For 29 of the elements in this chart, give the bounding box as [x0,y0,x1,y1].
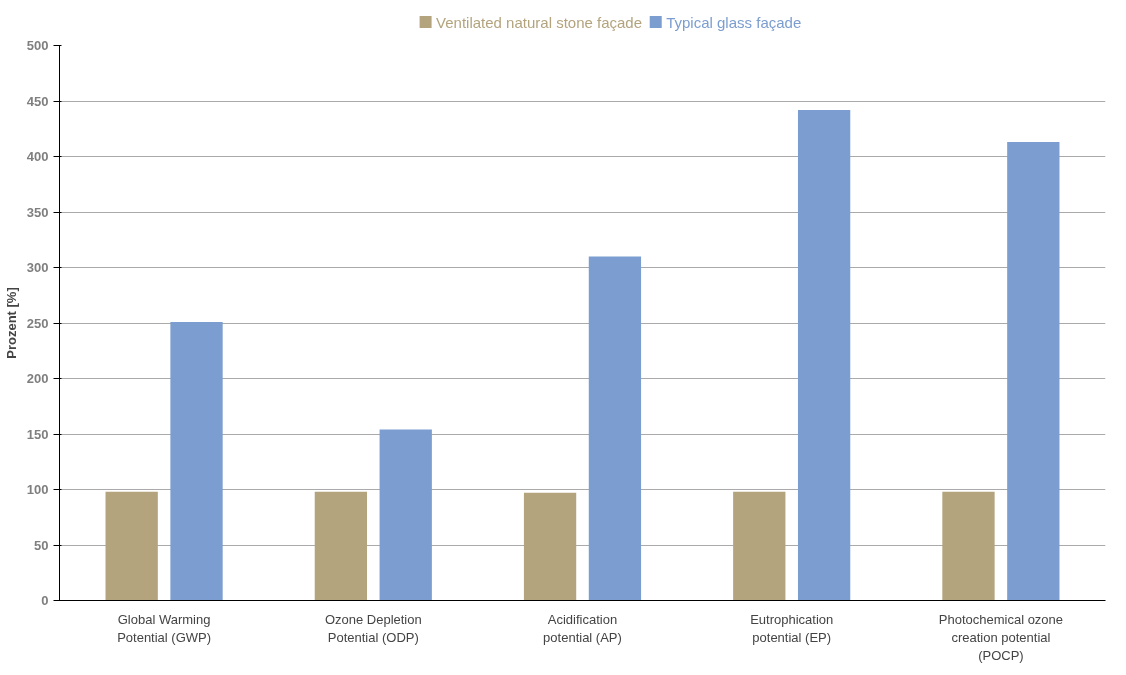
y-tick-label: 50 [34,537,49,553]
y-tick-label: 200 [26,371,49,386]
x-tick-label: Acidification potential (AP) [543,611,622,645]
bar [170,321,223,601]
bar [523,492,577,601]
x-tick-label: Ozone Depletion Potential (ODP) [324,611,422,645]
legend-label: Ventilated natural stone façade [436,13,643,31]
bar [105,491,158,601]
legend-label: Typical glass façade [666,13,802,31]
y-tick-label: 100 [26,482,49,497]
y-tick-label: 0 [41,593,49,608]
bar [797,109,851,601]
bar [733,491,786,601]
y-tick-label: 150 [26,426,49,442]
bar [379,429,432,601]
x-tick-label: Photochemical ozone creation potential (POCP) [938,611,1064,663]
y-tick-label: 300 [26,260,49,275]
bar [314,491,368,601]
x-tick-label: Global Warming Potential (GWP) [117,611,212,645]
y-tick-label: 350 [26,204,49,220]
y-tick-label: 400 [26,149,49,164]
y-tick-label: 250 [26,315,49,331]
bar [942,491,995,601]
y-tick-label: 500 [26,38,49,53]
bar [588,256,642,601]
y-tick-label: 450 [26,93,49,109]
bar [1007,142,1060,601]
y-axis-title: Prozent [%] [3,287,19,359]
x-tick-label: Eutrophication potential (EP) [750,611,834,645]
